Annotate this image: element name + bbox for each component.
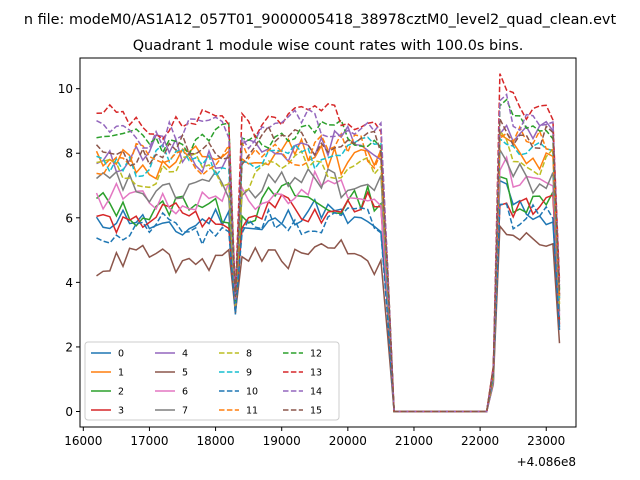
x-tick-label: 21000 — [395, 434, 433, 448]
x-tick-label: 22000 — [461, 434, 499, 448]
legend-label: 15 — [310, 406, 322, 417]
legend-label: 9 — [246, 368, 252, 379]
legend-label: 1 — [118, 368, 124, 379]
legend-label: 13 — [310, 368, 322, 379]
x-tick-label: 23000 — [527, 434, 565, 448]
y-tick-label: 8 — [65, 147, 73, 161]
legend-label: 14 — [310, 387, 322, 398]
y-tick-label: 4 — [65, 276, 73, 290]
y-axis: 0 2 4 6 8 10 — [58, 82, 80, 419]
x-tick-label: 20000 — [329, 434, 367, 448]
y-tick-label: 0 — [65, 405, 73, 419]
x-offset-label: +4.086e8 — [517, 455, 576, 469]
legend-box — [84, 341, 340, 421]
plot-frame — [79, 57, 577, 428]
x-tick-label: 17000 — [130, 434, 168, 448]
y-tick-label: 2 — [65, 340, 73, 354]
legend-label: 7 — [182, 406, 188, 417]
x-tick-label: 16000 — [64, 434, 102, 448]
y-tick-label: 10 — [58, 82, 73, 96]
legend-label: 5 — [182, 368, 188, 379]
x-tick-label: 19000 — [263, 434, 301, 448]
figure-suptitle: n file: modeM0/AS1A12_057T01_9000005418_… — [24, 12, 617, 28]
legend-label: 0 — [118, 349, 124, 360]
series-line-15 — [95, 118, 561, 413]
series-layer — [95, 73, 561, 413]
legend-label: 2 — [118, 387, 124, 398]
legend-label: 4 — [182, 349, 188, 360]
legend-label: 6 — [182, 387, 188, 398]
x-tick-label: 18000 — [196, 434, 234, 448]
legend-label: 11 — [246, 406, 258, 417]
chart-title: Quadrant 1 module wise count rates with … — [133, 38, 524, 54]
legend-label: 3 — [118, 406, 124, 417]
legend-label: 8 — [246, 349, 252, 360]
x-axis: 16000 17000 18000 19000 20000 21000 22000 23000 — [64, 427, 565, 448]
series-line-13 — [96, 73, 561, 413]
legend-label: 12 — [310, 349, 322, 360]
legend-label: 10 — [246, 387, 258, 398]
y-tick-label: 6 — [65, 211, 73, 225]
